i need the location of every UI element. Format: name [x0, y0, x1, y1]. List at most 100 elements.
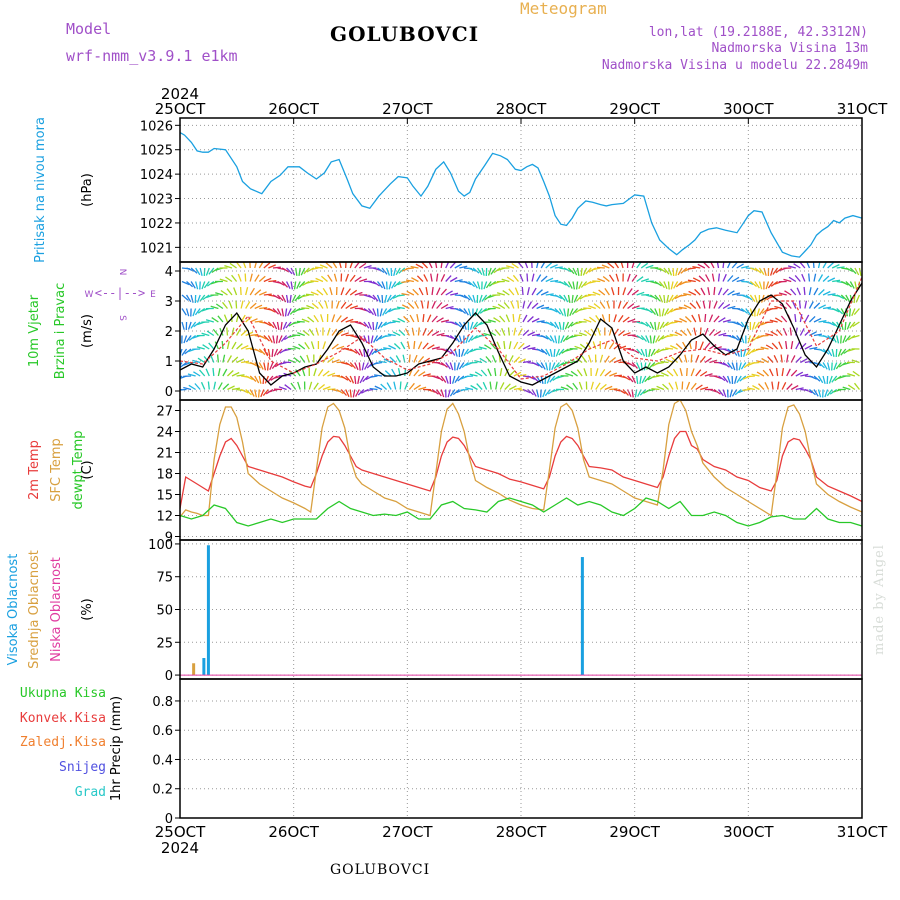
wind-arrow [704, 373, 713, 377]
wind-arrow [570, 321, 578, 327]
wind-arrow [558, 321, 562, 330]
wind-arrow [822, 375, 826, 384]
wind-arrow [263, 348, 269, 357]
wind-arrow [445, 275, 452, 282]
wind-arrow [563, 281, 571, 288]
wind-arrow [592, 341, 597, 350]
wind-arrow [287, 347, 296, 350]
wind-arrow [357, 375, 360, 385]
wind-arrow [460, 388, 469, 391]
wind-arrow [670, 281, 674, 290]
wind-arrow [422, 314, 425, 323]
wind-arrow [813, 333, 823, 337]
wind-arrow [799, 262, 806, 269]
wind-arrow [567, 321, 574, 329]
wind-arrow [331, 374, 341, 377]
wind-arrow [320, 275, 328, 282]
wind-arrow [254, 348, 263, 354]
wind-arrow [764, 382, 770, 390]
wind-arrow [631, 362, 638, 369]
lonlat-label: lon,lat (19.2188E, 42.3312N) [648, 25, 868, 40]
wind-arrow [736, 348, 740, 357]
wind-arrow [687, 279, 696, 283]
x-tick-label-top: 28OCT [496, 100, 547, 118]
precip-legend-item: Snijeg [59, 760, 106, 775]
wind-arrow [831, 307, 840, 313]
wind-arrow [742, 348, 747, 357]
wind-arrow [472, 294, 476, 303]
wind-arrow [827, 277, 836, 283]
wind-arrow [741, 294, 749, 299]
wind-arrow [295, 267, 298, 277]
wind-arrow [772, 267, 779, 275]
wind-arrow [576, 294, 583, 302]
wind-arrow [641, 375, 647, 384]
wind-arrow [280, 335, 288, 342]
wind-arrow [504, 368, 510, 377]
y-tick-label: 1 [165, 355, 173, 370]
wind-arrow [762, 369, 769, 377]
wind-arrow [852, 321, 860, 327]
wind-arrow [717, 287, 723, 296]
wind-arrow [207, 381, 210, 390]
wind-arrow [550, 279, 559, 283]
wind-arrow [608, 274, 615, 282]
wind-arrow [622, 287, 627, 296]
y-tick-label: 50 [156, 604, 173, 619]
wind-arrow [329, 287, 333, 296]
wind-arrow [380, 321, 388, 328]
wind-arrow [340, 287, 345, 296]
wind-arrow [817, 389, 822, 398]
wind-arrow [648, 348, 651, 358]
wind-arrow [836, 294, 845, 300]
wind-arrow [690, 382, 697, 390]
wind-arrow [183, 335, 188, 344]
wind-arrow [531, 273, 535, 282]
wind-arrow [569, 308, 574, 317]
wind-arrow [549, 307, 558, 313]
wind-arrow [608, 342, 615, 350]
wind-arrow [440, 288, 447, 296]
wind-arrow [536, 262, 539, 269]
wind-arrow [775, 267, 783, 274]
wind-arrow [693, 327, 697, 336]
wind-arrow [536, 348, 545, 353]
wind-arrow [536, 274, 542, 282]
wind-arrow [587, 354, 592, 363]
wind-arrow [654, 308, 659, 317]
wind-arrow [383, 358, 392, 364]
wind-arrow [436, 302, 443, 309]
wind-arrow [322, 355, 329, 363]
wind-arrow [551, 362, 556, 371]
compass-e: E [150, 290, 156, 300]
wind-arrow [601, 264, 610, 269]
wind-arrow [609, 372, 618, 377]
wind-arrow [607, 262, 615, 269]
wind-arrow [391, 281, 397, 289]
wind-arrow [731, 334, 739, 341]
wind-arrow [493, 267, 501, 274]
wind-arrow [804, 314, 810, 323]
y-tick-label: 0.8 [152, 695, 173, 710]
wind-arrow [487, 319, 496, 323]
wind-arrow [316, 289, 324, 296]
wind-arrow [751, 361, 760, 364]
wind-arrow [445, 375, 449, 384]
wind-arrow [193, 371, 201, 377]
wind-arrow [636, 334, 644, 341]
y-tick-label: 1026 [140, 119, 173, 134]
wind-arrow [800, 373, 809, 377]
wind-arrow [790, 385, 799, 391]
wind-arrow [522, 300, 526, 309]
wind-arrow [746, 375, 755, 378]
wind-arrow [699, 355, 706, 363]
cloud-bar-high_cloud [580, 557, 584, 676]
wind-arrow [540, 291, 549, 296]
wind-arrow [686, 328, 692, 336]
wind-arrow [545, 262, 553, 269]
wind-arrow [212, 367, 215, 377]
wind-arrow [665, 358, 674, 364]
wind-arrow [778, 341, 783, 350]
wind-arrow [245, 375, 254, 381]
wind-arrow [349, 262, 354, 269]
